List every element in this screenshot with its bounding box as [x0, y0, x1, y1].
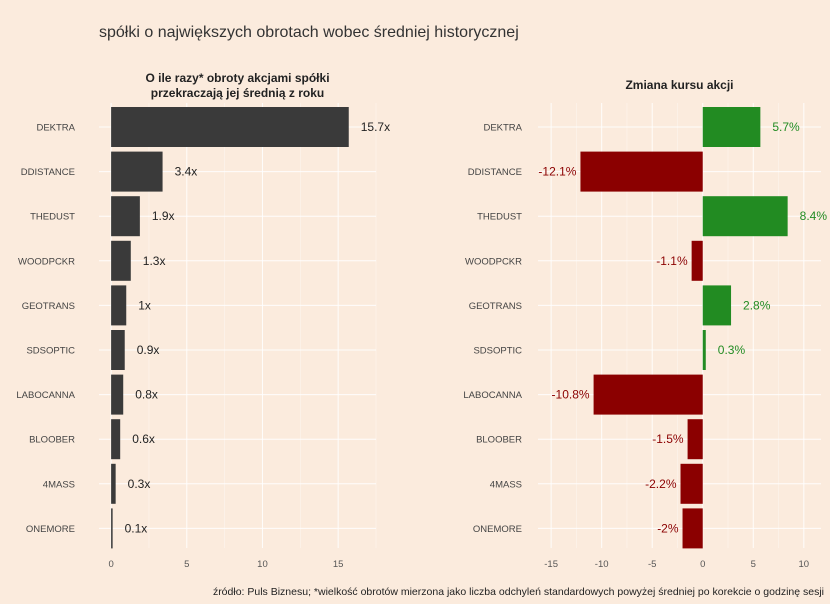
value-label: 1x	[138, 298, 151, 312]
value-label: 0.3x	[128, 477, 151, 491]
category-label: GEOTRANS	[22, 301, 75, 312]
bar-ddistance	[111, 151, 163, 192]
category-label: WOODPCKR	[465, 256, 522, 267]
value-label: 3.4x	[175, 165, 198, 179]
value-label: -12.1%	[538, 165, 576, 179]
value-label: 1.9x	[152, 209, 175, 223]
category-label: DEKTRA	[483, 123, 522, 134]
value-label: 0.9x	[137, 343, 160, 357]
bar-bloober	[687, 419, 703, 460]
value-label: 1.3x	[143, 254, 166, 268]
category-label: 4MASS	[490, 479, 522, 490]
panel-title-1: przekraczają jej średnią z roku	[151, 86, 324, 100]
chart-title: spółki o największych obrotach wobec śre…	[99, 24, 519, 41]
x-tick-label: 0	[700, 559, 705, 570]
category-label: BLOOBER	[476, 435, 522, 446]
category-label: 4MASS	[43, 479, 75, 490]
panel-title-1: O ile razy* obroty akcjami spółki	[145, 71, 329, 85]
x-tick-label: 10	[257, 559, 268, 570]
value-label: -1.1%	[656, 254, 688, 268]
category-label: SDSOPTIC	[473, 346, 522, 357]
x-tick-label: 10	[799, 559, 810, 570]
bar-labocanna	[593, 374, 703, 415]
value-label: -10.8%	[552, 388, 590, 402]
bar-onemore	[682, 508, 703, 549]
x-tick-label: 15	[333, 559, 344, 570]
category-label: DDISTANCE	[21, 167, 75, 178]
value-label: 0.8x	[135, 388, 158, 402]
value-label: 8.4%	[800, 209, 828, 223]
x-tick-label: 5	[184, 559, 189, 570]
bar-4mass	[111, 463, 116, 504]
value-label: 5.7%	[772, 120, 800, 134]
source-caption: źródło: Puls Biznesu; *wielkość obrotów …	[212, 586, 824, 598]
bar-bloober	[111, 419, 121, 460]
bar-thedust	[702, 196, 788, 237]
bar-geotrans	[702, 285, 732, 326]
bar-onemore	[111, 508, 113, 549]
value-label: 0.6x	[132, 432, 155, 446]
x-tick-label: -15	[544, 559, 558, 570]
category-label: GEOTRANS	[469, 301, 522, 312]
bar-dektra	[111, 107, 349, 147]
value-label: -2.2%	[645, 477, 677, 491]
value-label: -2%	[657, 521, 679, 535]
bar-woodpckr	[691, 240, 703, 281]
category-label: DEKTRA	[36, 123, 75, 134]
category-label: LABOCANNA	[16, 390, 75, 401]
category-label: SDSOPTIC	[26, 346, 75, 357]
x-tick-label: -5	[648, 559, 656, 570]
value-label: 0.3%	[718, 343, 746, 357]
value-label: -1.5%	[652, 432, 684, 446]
bar-labocanna	[111, 374, 124, 415]
category-label: DDISTANCE	[468, 167, 522, 178]
x-tick-label: 0	[108, 559, 113, 570]
value-label: 2.8%	[743, 298, 771, 312]
bar-dektra	[702, 107, 761, 147]
category-label: WOODPCKR	[18, 256, 75, 267]
bar-ddistance	[580, 151, 703, 192]
category-label: BLOOBER	[29, 435, 75, 446]
bar-4mass	[680, 463, 703, 504]
category-label: THEDUST	[477, 212, 522, 223]
panel-title-2: Zmiana kursu akcji	[625, 78, 733, 92]
value-label: 15.7x	[361, 120, 390, 134]
bar-thedust	[111, 196, 140, 237]
category-label: ONEMORE	[26, 524, 75, 535]
bar-sdsoptic	[111, 330, 125, 370]
category-label: THEDUST	[30, 212, 75, 223]
bar-sdsoptic	[702, 330, 706, 370]
bar-woodpckr	[111, 240, 131, 281]
category-label: LABOCANNA	[463, 390, 522, 401]
value-label: 0.1x	[125, 521, 148, 535]
bar-geotrans	[111, 285, 127, 326]
category-label: ONEMORE	[473, 524, 522, 535]
x-tick-label: -10	[595, 559, 609, 570]
x-tick-label: 5	[751, 559, 756, 570]
